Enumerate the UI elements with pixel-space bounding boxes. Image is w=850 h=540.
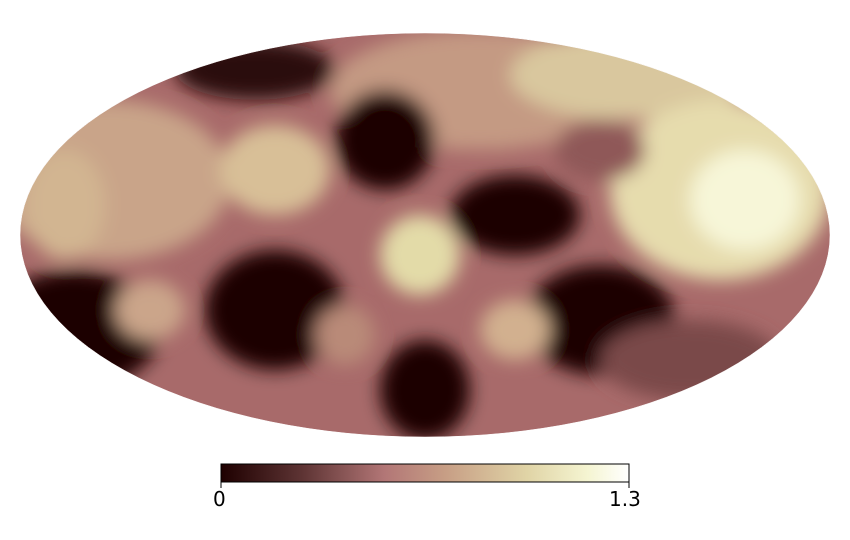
region-lower-center-bright <box>480 300 550 360</box>
region-lower-mid-bright <box>315 305 375 365</box>
region-center-top-dark <box>335 90 435 190</box>
region-top-left-dark <box>175 40 335 100</box>
region-center-hotspot <box>380 215 460 295</box>
map-outline <box>19 32 831 438</box>
colorbar-min-label: 0 <box>213 487 226 511</box>
region-mid-right-muted <box>555 120 645 180</box>
colorbar-gradient <box>220 463 630 483</box>
region-lower-left-bright <box>115 280 185 340</box>
region-left-mid-light <box>220 125 330 215</box>
region-bottom-center-dark <box>380 340 470 437</box>
region-center-dark-right <box>450 175 580 255</box>
colorbar-max-label: 1.3 <box>609 487 641 511</box>
region-left-edge-light <box>25 150 105 260</box>
colorbar <box>220 463 630 488</box>
region-lower-center-dark <box>205 250 345 370</box>
region-right-brightest <box>690 150 800 250</box>
